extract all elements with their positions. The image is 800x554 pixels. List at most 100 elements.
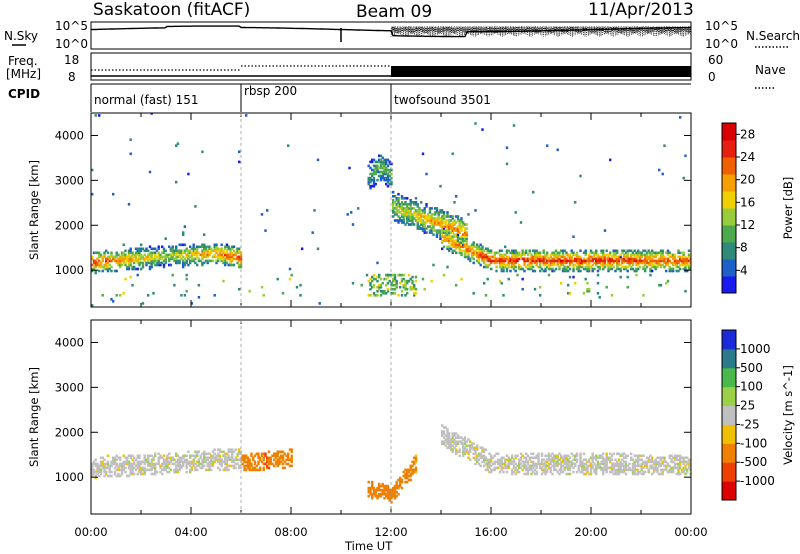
velocity-cell bbox=[269, 462, 272, 466]
power-cell bbox=[392, 209, 395, 212]
station-title: Saskatoon (fitACF) bbox=[93, 0, 250, 20]
power-cell bbox=[416, 227, 419, 230]
velocity-cell bbox=[393, 490, 397, 494]
power-cell bbox=[589, 251, 593, 255]
power-cell bbox=[378, 160, 381, 164]
velocity-cell bbox=[561, 456, 565, 460]
velocity-cell bbox=[110, 460, 113, 464]
power-cell bbox=[194, 261, 197, 265]
power-cell bbox=[511, 261, 514, 265]
velocity-cell bbox=[591, 460, 594, 464]
power-cell bbox=[619, 257, 622, 261]
velocity-cell bbox=[236, 452, 239, 456]
power-cell bbox=[687, 267, 691, 271]
power-cell bbox=[148, 251, 152, 255]
velocity-cell bbox=[647, 470, 650, 474]
velocity-cell bbox=[248, 468, 251, 472]
velocity-cell bbox=[558, 472, 561, 476]
velocity-cell bbox=[514, 462, 517, 466]
velocity-cell bbox=[491, 462, 495, 466]
power-cell bbox=[409, 217, 412, 220]
velocity-cell bbox=[497, 462, 500, 466]
power-cell bbox=[453, 223, 456, 226]
power-cell bbox=[224, 257, 227, 261]
power-cell bbox=[500, 261, 503, 265]
velocity-cell bbox=[570, 452, 573, 456]
velocity-cell bbox=[208, 460, 211, 464]
power-cell bbox=[378, 170, 381, 174]
velocity-cell bbox=[505, 454, 509, 458]
power-cell bbox=[530, 253, 533, 257]
power-cell bbox=[663, 144, 666, 147]
power-cell bbox=[465, 237, 468, 240]
velocity-cell bbox=[232, 458, 236, 462]
velocity-cell bbox=[400, 478, 404, 482]
power-cell bbox=[441, 215, 444, 218]
velocity-cell bbox=[532, 460, 535, 464]
power-cell bbox=[462, 237, 465, 240]
velocity-cell bbox=[133, 472, 136, 476]
velocity-cell bbox=[579, 452, 582, 456]
velocity-cell bbox=[579, 464, 582, 468]
velocity-cell bbox=[414, 454, 418, 458]
velocity-cell bbox=[385, 492, 388, 496]
velocity-cell bbox=[115, 474, 118, 478]
power-cell bbox=[563, 269, 566, 273]
power-cell bbox=[507, 261, 510, 265]
velocity-cell bbox=[553, 468, 556, 472]
velocity-cell bbox=[148, 454, 152, 458]
power-cell bbox=[199, 253, 202, 257]
power-cell bbox=[234, 257, 237, 261]
power-cell bbox=[119, 263, 122, 267]
power-cell bbox=[635, 269, 638, 273]
velocity-cell bbox=[210, 468, 213, 472]
velocity-cell bbox=[455, 444, 458, 447]
power-cell bbox=[684, 265, 687, 269]
power-cell bbox=[442, 221, 446, 224]
power-cell bbox=[521, 251, 524, 255]
power-cell bbox=[635, 267, 638, 271]
power-cell bbox=[525, 257, 528, 261]
velocity-cell bbox=[481, 448, 484, 451]
power-cell bbox=[453, 219, 456, 222]
power-cell bbox=[369, 294, 372, 297]
velocity-cell bbox=[234, 458, 237, 462]
velocity-cell bbox=[663, 456, 666, 460]
power-cell bbox=[649, 273, 652, 277]
power-cell bbox=[113, 259, 117, 263]
power-cell bbox=[388, 162, 391, 166]
power-cell bbox=[432, 227, 435, 230]
velocity-cell bbox=[367, 480, 370, 484]
power-cell bbox=[533, 249, 537, 253]
power-cell bbox=[411, 223, 414, 226]
power-cell bbox=[609, 267, 612, 271]
velocity-cell bbox=[581, 464, 584, 468]
velocity-cell bbox=[112, 460, 115, 464]
velocity-cell bbox=[173, 470, 176, 474]
velocity-cell bbox=[386, 494, 390, 498]
power-cell bbox=[390, 162, 393, 166]
power-cell bbox=[588, 289, 591, 293]
velocity-cell bbox=[267, 462, 271, 466]
power-cell bbox=[196, 255, 199, 259]
velocity-cell bbox=[458, 436, 461, 439]
power-cell bbox=[649, 267, 652, 271]
velocity-cell bbox=[213, 452, 216, 456]
power-cell bbox=[129, 255, 132, 259]
power-cell bbox=[260, 213, 264, 216]
power-cell bbox=[610, 263, 614, 267]
power-cell bbox=[617, 267, 621, 271]
power-cell bbox=[152, 261, 155, 265]
power-cell bbox=[675, 265, 678, 269]
power-cell bbox=[661, 251, 664, 255]
velocity-cell bbox=[521, 464, 524, 468]
velocity-cell bbox=[624, 464, 628, 468]
velocity-cell bbox=[448, 440, 451, 443]
power-cell bbox=[168, 253, 171, 257]
velocity-cell bbox=[530, 464, 533, 468]
power-cell bbox=[500, 259, 503, 263]
power-cell bbox=[472, 261, 475, 265]
velocity-cell bbox=[192, 454, 195, 458]
power-cell bbox=[442, 237, 446, 240]
velocity-cell bbox=[175, 460, 178, 464]
